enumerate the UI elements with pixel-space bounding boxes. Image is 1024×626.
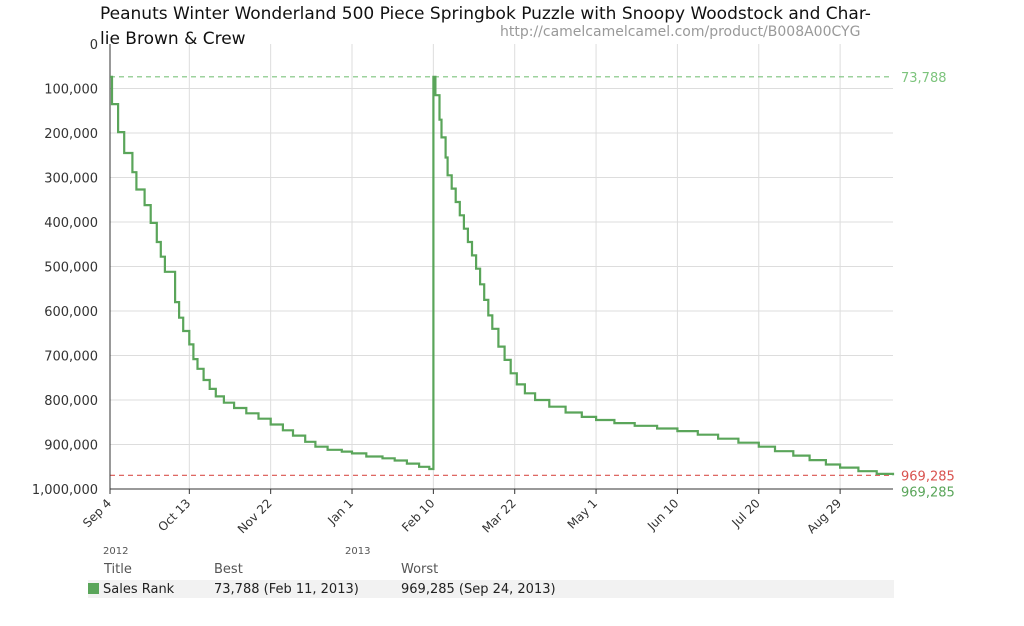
y-tick-label: 1,000,000 [32, 483, 98, 498]
legend-header-row: Title Best Worst [88, 560, 894, 578]
x-tick-label: Jan 1 [324, 496, 356, 528]
legend-header-title: Title [104, 562, 132, 577]
chart-title-line-1: Peanuts Winter Wonderland 500 Piece Spri… [100, 4, 871, 24]
x-tick-label: Oct 13 [155, 496, 193, 534]
legend-worst-value: 969,285 (Sep 24, 2013) [401, 582, 556, 597]
x-tick-label: Mar 22 [479, 496, 518, 535]
current-rank-label: 969,285 [901, 485, 955, 500]
y-tick-label: 700,000 [44, 350, 98, 365]
best-rank-label: 73,788 [901, 71, 947, 86]
x-tick-label: Aug 29 [804, 496, 844, 536]
legend-best-value: 73,788 (Feb 11, 2013) [214, 582, 359, 597]
y-tick-label: 100,000 [44, 83, 98, 98]
legend-series-label: Sales Rank [103, 582, 175, 597]
year-label: 2013 [345, 546, 370, 557]
y-tick-label: 300,000 [44, 172, 98, 187]
y-tick-label: 400,000 [44, 216, 98, 231]
x-tick-label: Jun 10 [644, 496, 681, 533]
x-tick-label: Sep 4 [80, 496, 114, 530]
legend-header-worst: Worst [401, 562, 439, 577]
source-url[interactable]: http://camelcamelcamel.com/product/B008A… [500, 24, 861, 40]
legend-row-sales-rank[interactable]: Sales Rank 73,788 (Feb 11, 2013) 969,285… [88, 580, 894, 598]
series-line-sales-rank [110, 75, 895, 476]
y-tick-label: 0 [90, 38, 98, 53]
y-tick-label: 500,000 [44, 261, 98, 276]
worst-rank-label: 969,285 [901, 469, 955, 484]
legend-header-best: Best [214, 562, 243, 577]
x-tick-label: May 1 [565, 496, 601, 532]
x-tick-label: Feb 10 [399, 496, 437, 534]
year-label: 2012 [103, 546, 128, 557]
x-tick-label: Nov 22 [235, 496, 275, 536]
x-tick-label: Jul 20 [729, 496, 763, 530]
y-tick-label: 600,000 [44, 305, 98, 320]
legend-series-name: Sales Rank [88, 582, 174, 597]
y-tick-label: 800,000 [44, 394, 98, 409]
legend-swatch-icon [88, 583, 99, 594]
y-tick-label: 900,000 [44, 439, 98, 454]
y-tick-label: 200,000 [44, 127, 98, 142]
